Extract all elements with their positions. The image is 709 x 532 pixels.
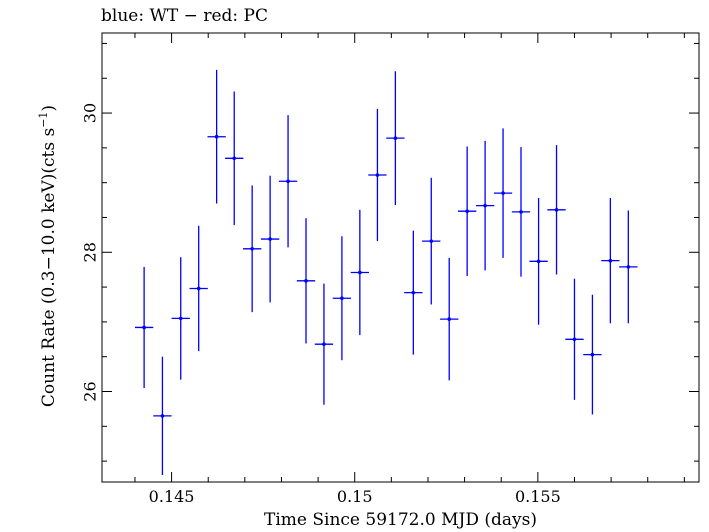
data-marker (250, 246, 254, 251)
data-marker (214, 134, 219, 139)
data-point (547, 145, 566, 275)
data-marker (519, 210, 523, 214)
x-tick-label: 0.145 (149, 487, 195, 506)
data-marker (501, 191, 505, 195)
y-tick-label: 30 (81, 103, 100, 123)
data-point (601, 197, 620, 324)
data-marker (178, 316, 183, 321)
data-marker (358, 270, 362, 275)
data-point (458, 146, 477, 276)
y-axis-label-main: Count Rate (0.3−10.0 keV)(cts s (38, 127, 59, 408)
data-marker (447, 317, 452, 321)
data-point (386, 71, 405, 205)
y-axis-label-superscript: −1 (37, 111, 51, 128)
data-point (134, 266, 154, 389)
data-point (368, 108, 387, 242)
data-point (529, 197, 548, 325)
data-marker (572, 337, 577, 342)
data-marker (322, 342, 326, 346)
data-point (153, 356, 172, 476)
data-marker (608, 258, 613, 263)
data-marker (232, 156, 237, 161)
data-marker (304, 279, 308, 283)
data-point (404, 230, 423, 355)
data-marker (465, 209, 469, 214)
data-marker (429, 239, 434, 243)
data-point (171, 257, 190, 380)
data-point (583, 294, 602, 415)
y-tick-label: 28 (81, 242, 100, 262)
data-marker (268, 237, 272, 241)
data-marker (286, 179, 290, 184)
data-marker (626, 265, 631, 269)
data-point (314, 283, 334, 405)
y-tick-label: 26 (81, 381, 100, 401)
data-marker (483, 203, 487, 208)
data-point (225, 91, 244, 226)
data-marker (411, 290, 416, 295)
x-axis-label: Time Since 59172.0 MJD (days) (264, 510, 537, 530)
data-marker (142, 325, 146, 330)
x-tick-label: 0.15 (337, 487, 373, 506)
data-point (493, 128, 513, 258)
chart-title: blue: WT − red: PC (101, 6, 268, 26)
data-point (440, 257, 459, 381)
data-marker (393, 136, 398, 140)
data-point (207, 69, 226, 204)
data-marker (536, 259, 541, 264)
data-point (332, 236, 352, 361)
data-point (565, 278, 584, 400)
data-point (475, 140, 495, 271)
data-marker (590, 352, 595, 357)
data-point (619, 210, 638, 324)
data-point (243, 185, 262, 313)
x-tick-label: 0.155 (515, 487, 561, 506)
data-marker (375, 173, 380, 177)
data-point (260, 175, 280, 303)
data-point (189, 225, 208, 352)
data-marker (340, 296, 344, 301)
data-marker (160, 414, 165, 418)
plot-frame (101, 32, 700, 483)
data-point (350, 209, 370, 336)
data-marker (196, 286, 201, 291)
y-axis-label: Count Rate (0.3−10.0 keV)(cts s−1) (37, 105, 59, 407)
y-axis-label-end: ) (38, 104, 59, 112)
data-point (511, 147, 531, 277)
data-point (296, 218, 316, 344)
data-marker (554, 208, 559, 212)
data-point (422, 177, 441, 305)
data-point (278, 115, 298, 248)
